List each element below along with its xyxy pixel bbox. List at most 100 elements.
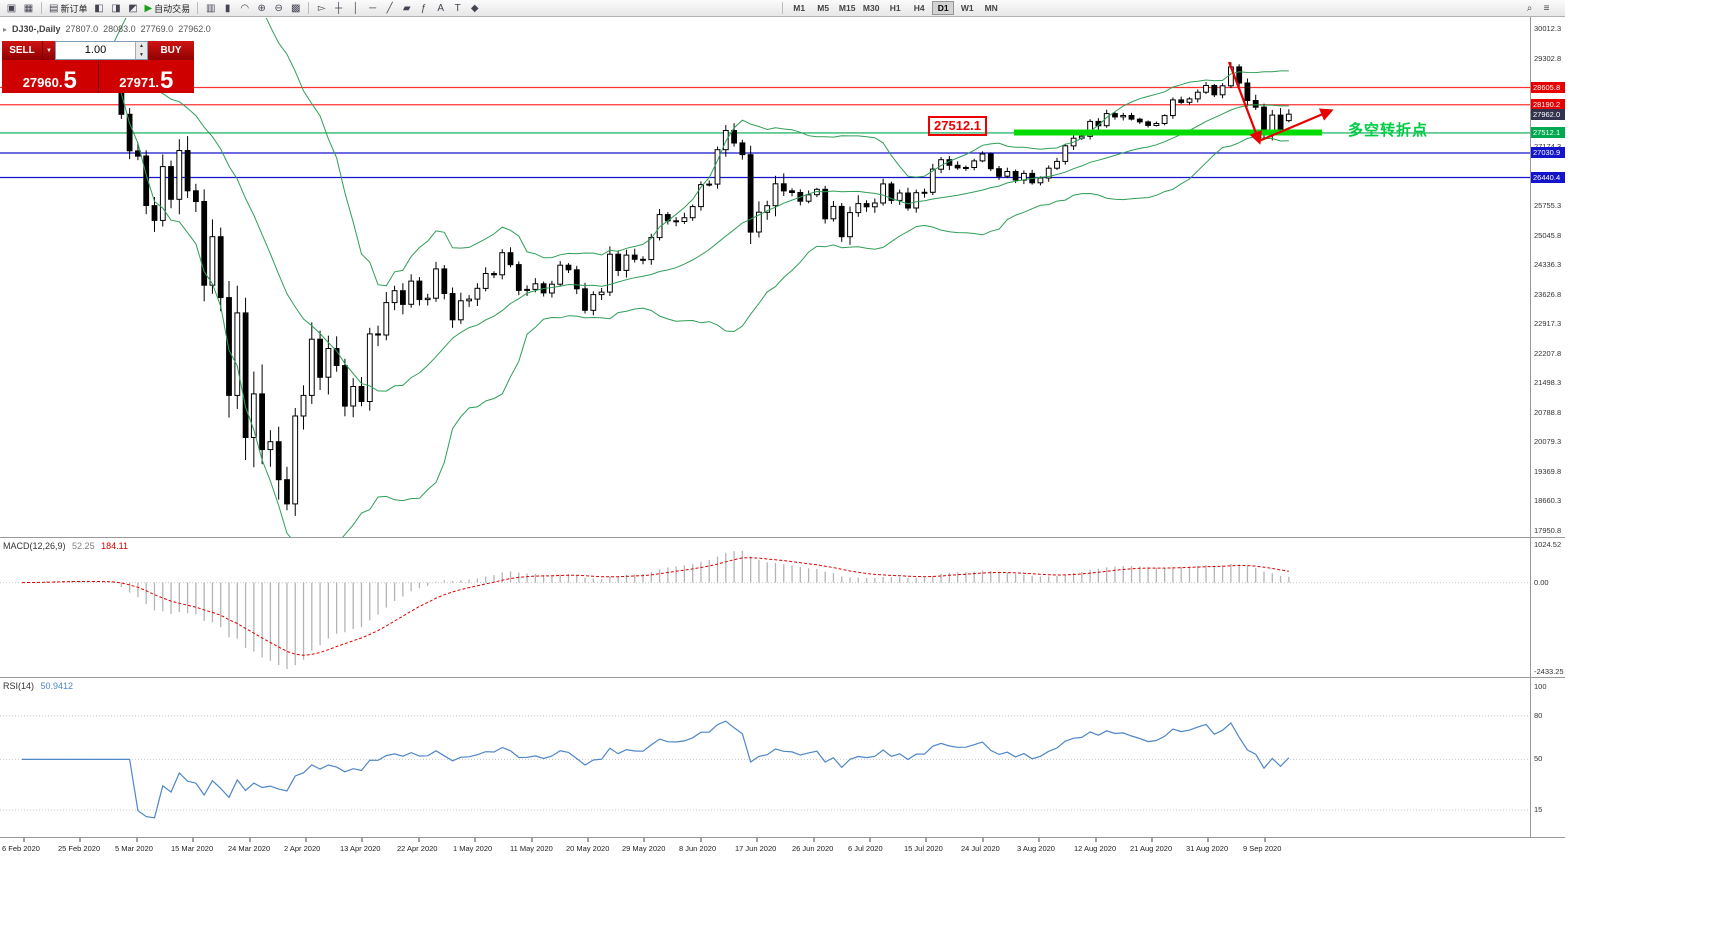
toolbar-right-group: ⌕ ≡: [1521, 1, 1555, 16]
toolbar-data-window-button[interactable]: ◨: [107, 1, 124, 16]
toolbar-autotrading-label: 自动交易: [154, 3, 191, 14]
toolbar-zoom-in-button[interactable]: ⊕: [253, 1, 270, 16]
rsi-name: RSI(14): [3, 681, 35, 691]
toolbar-crosshair-button[interactable]: ┼: [330, 1, 347, 16]
toolbar-new-order-button[interactable]: ▤ 新订单: [46, 1, 90, 16]
rsi-value: 50.9412: [40, 681, 74, 691]
chart-canvas[interactable]: [0, 0, 1565, 858]
chart-title: ▸ DJ30-,Daily 27807.0 28083.0 27769.0 27…: [3, 24, 211, 34]
timeframe-m30-button[interactable]: M30: [862, 3, 880, 13]
text-icon: A: [437, 2, 445, 14]
toolbar-tile-windows-button[interactable]: ▩: [287, 1, 304, 16]
sell-price-main: 27960.: [22, 74, 63, 90]
toolbar-separator: [308, 2, 310, 14]
toolbar-search-button[interactable]: ⌕: [1521, 1, 1538, 16]
toolbar: ▣ ▦ ▤ 新订单 ◧ ◨ ◩ ▶ 自动交易 ▥ ▮ ◠ ⊕ ⊖ ▩ ▻ ┼ │ ─ ╱ ▰ ƒ A T ◆ M1 M5 M15 M30…: [0, 0, 1565, 17]
horizontal-line-icon: ─: [369, 2, 377, 14]
sell-price-big-digit: 5: [63, 66, 77, 94]
toolbar-new-order-label: 新订单: [60, 3, 88, 14]
menu-icon: ≡: [1543, 3, 1550, 14]
trendline-icon: ╱: [386, 2, 393, 14]
toolbar-horizontal-line-button[interactable]: ─: [364, 1, 381, 16]
toolbar-line-chart-button[interactable]: ◠: [236, 1, 253, 16]
timeframe-m5-button[interactable]: M5: [817, 3, 830, 13]
toolbar-text-button[interactable]: A: [432, 1, 449, 16]
toolbar-equidistant-channel-button[interactable]: ▰: [398, 1, 415, 16]
toolbar-market-watch-button[interactable]: ◧: [90, 1, 107, 16]
toolbar-chart-profiles-button[interactable]: ▦: [20, 1, 37, 16]
one-click-trading-panel: SELL ▼ 1.00 ▲ ▼ BUY 27960. 5 27971. 5: [2, 41, 194, 93]
toolbar-vertical-line-button[interactable]: │: [347, 1, 364, 16]
toolbar-navigator-button[interactable]: ◩: [124, 1, 141, 16]
timeframe-h1-button[interactable]: H1: [889, 3, 901, 13]
rsi-label: RSI(14) 50.9412: [3, 681, 73, 691]
macd-signal-value: 184.11: [101, 541, 128, 551]
toolbar-zoom-out-button[interactable]: ⊖: [270, 1, 287, 16]
mt-terminal-window: 30012.3 29302.8 28593.3 27883.8 27174.3 26464…: [0, 0, 1565, 858]
zoom-out-icon: ⊖: [274, 2, 283, 14]
fibonacci-icon: ƒ: [420, 2, 427, 14]
toolbar-menu-button[interactable]: ≡: [1538, 1, 1555, 16]
sell-price[interactable]: 27960. 5: [2, 60, 98, 93]
toolbar-candlestick-chart-button[interactable]: ▮: [219, 1, 236, 16]
toolbar-shapes-button[interactable]: ◆: [466, 1, 483, 16]
price-callout[interactable]: 27512.1: [928, 116, 987, 136]
data-window-icon: ◨: [111, 2, 121, 14]
volume-spinner[interactable]: ▲ ▼: [135, 42, 147, 59]
ohlc-open: 27807.0: [65, 24, 99, 34]
spinner-down-icon[interactable]: ▼: [136, 50, 147, 59]
toolbar-trendline-button[interactable]: ╱: [381, 1, 398, 16]
macd-main-value: 52.25: [72, 541, 95, 551]
market-watch-icon: ◧: [94, 2, 104, 14]
new-chart-icon: ▣: [6, 2, 17, 14]
shapes-icon: ◆: [470, 2, 479, 14]
zoom-in-icon: ⊕: [257, 2, 266, 14]
bar-chart-icon: ▥: [205, 2, 216, 14]
buy-button[interactable]: BUY: [148, 41, 194, 60]
volume-input[interactable]: 1.00: [84, 44, 107, 56]
search-icon: ⌕: [1526, 3, 1533, 14]
turning-point-label: 多空转折点: [1348, 122, 1429, 139]
equidistant-channel-icon: ▰: [402, 2, 411, 14]
buy-price-main: 27971.: [119, 74, 159, 90]
toolbar-cursor-button[interactable]: ▻: [313, 1, 330, 16]
ohlc-close: 27962.0: [178, 24, 211, 34]
macd-label: MACD(12,26,9) 52.25 184.11: [3, 541, 128, 551]
timeframe-m1-button[interactable]: M1: [793, 3, 806, 13]
navigator-icon: ◩: [128, 2, 138, 14]
cursor-icon: ▻: [317, 2, 326, 14]
symbol-name: DJ30-,Daily: [12, 24, 61, 34]
line-chart-icon: ◠: [240, 2, 250, 14]
chevron-down-icon: ▼: [46, 47, 52, 54]
candlestick-chart-icon: ▮: [224, 2, 231, 14]
order-type-dropdown[interactable]: ▼: [42, 41, 55, 60]
toolbar-separator: [782, 2, 784, 14]
vertical-line-icon: │: [352, 2, 359, 14]
toolbar-new-chart-button[interactable]: ▣: [3, 1, 20, 16]
ohlc-high: 28083.0: [103, 24, 136, 34]
collapse-icon[interactable]: ▸: [3, 24, 8, 34]
volume-field: 1.00 ▲ ▼: [55, 41, 148, 60]
toolbar-separator: [197, 2, 199, 14]
toolbar-text-label-button[interactable]: T: [449, 1, 466, 16]
timeframe-h4-button[interactable]: H4: [913, 3, 925, 13]
timeframe-w1-button[interactable]: W1: [960, 3, 974, 13]
toolbar-separator: [41, 2, 42, 14]
timeframe-d1-button[interactable]: D1: [932, 1, 955, 15]
tile-windows-icon: ▩: [290, 2, 301, 14]
toolbar-autotrading-button[interactable]: ▶ 自动交易: [141, 1, 193, 16]
crosshair-icon: ┼: [335, 2, 343, 14]
spinner-up-icon[interactable]: ▲: [136, 42, 147, 51]
buy-price[interactable]: 27971. 5: [98, 60, 194, 93]
toolbar-fibonacci-button[interactable]: ƒ: [415, 1, 432, 16]
sell-button[interactable]: SELL: [2, 41, 42, 60]
autotrading-icon: ▶: [144, 2, 153, 14]
timeframe-mn-button[interactable]: MN: [984, 3, 998, 13]
ohlc-low: 27769.0: [140, 24, 174, 34]
chart-profiles-icon: ▦: [23, 2, 34, 14]
toolbar-bar-chart-button[interactable]: ▥: [202, 1, 219, 16]
macd-name: MACD(12,26,9): [3, 541, 66, 551]
timeframe-m15-button[interactable]: M15: [838, 3, 856, 13]
text-label-icon: T: [454, 2, 461, 14]
toolbar-left-group: ▣ ▦ ▤ 新订单 ◧ ◨ ◩ ▶ 自动交易 ▥ ▮ ◠ ⊕ ⊖ ▩ ▻ ┼ │ ─ ╱ ▰ ƒ A T ◆ M1 M5 M15 M30…: [0, 0, 1003, 17]
